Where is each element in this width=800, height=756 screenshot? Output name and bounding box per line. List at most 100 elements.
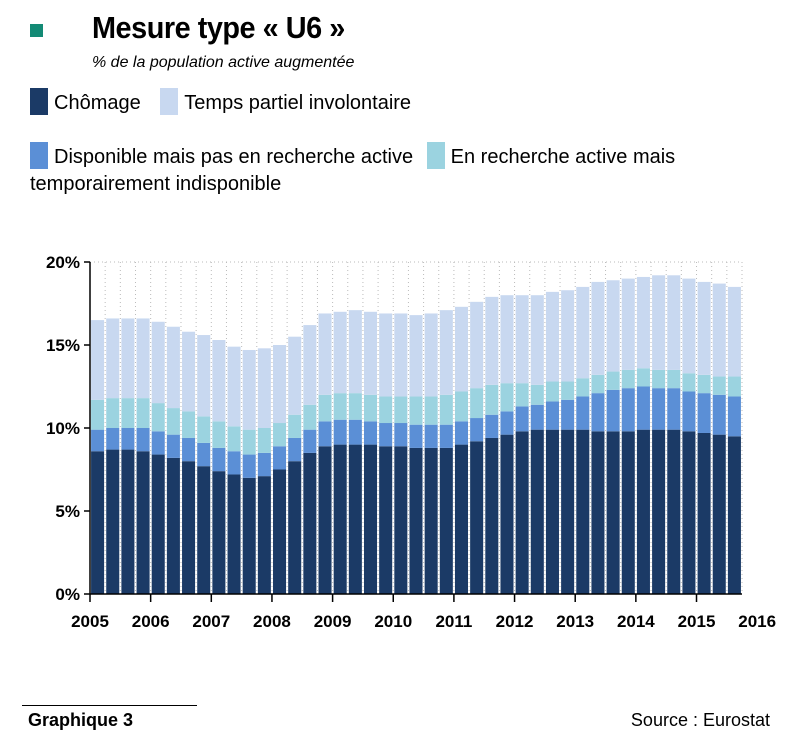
bar-s3-24 <box>454 306 469 392</box>
bar-s3-32 <box>576 286 590 379</box>
bar-s1-5 <box>166 434 180 458</box>
bar-s3-3 <box>136 318 150 399</box>
bar-s2-1 <box>106 398 120 428</box>
bar-s2-10 <box>242 429 256 455</box>
legend-row-1: Chômage Temps partiel involontaire <box>30 88 411 115</box>
bar-s1-4 <box>151 431 165 455</box>
bar-s0-23 <box>439 447 453 594</box>
bar-s3-6 <box>182 331 196 412</box>
bar-s3-33 <box>591 281 605 375</box>
bar-s1-8 <box>212 447 226 472</box>
bar-s2-25 <box>470 388 484 419</box>
chart-subtitle: % de la population active augmentée <box>92 54 355 71</box>
bar-s3-9 <box>227 346 241 427</box>
bar-s1-39 <box>682 391 696 432</box>
bar-s2-28 <box>515 383 529 407</box>
bar-s1-21 <box>409 424 423 448</box>
bar-s1-41 <box>712 394 726 435</box>
bar-s1-33 <box>591 393 605 432</box>
bar-s1-20 <box>394 423 408 447</box>
bar-s2-42 <box>727 376 741 397</box>
bar-s2-34 <box>606 371 620 390</box>
x-tick-label: 2014 <box>617 612 655 631</box>
bar-s0-34 <box>606 431 620 594</box>
bar-s1-25 <box>470 418 484 442</box>
legend-swatch-temps-partiel <box>160 88 179 115</box>
bar-s3-1 <box>106 318 120 399</box>
bar-s3-35 <box>621 278 635 370</box>
bar-s3-12 <box>273 345 287 424</box>
bar-s0-30 <box>545 429 559 594</box>
legend-label-disponible: Disponible mais pas en recherche active <box>54 146 414 168</box>
bar-s1-15 <box>318 421 332 447</box>
x-tick-label: 2007 <box>192 612 230 631</box>
bar-s1-42 <box>727 396 741 437</box>
bar-s0-22 <box>424 447 438 594</box>
bar-s3-31 <box>561 290 575 382</box>
bar-s3-17 <box>348 310 362 394</box>
bar-s2-9 <box>227 426 241 452</box>
y-tick-label: 5% <box>55 502 80 521</box>
bar-s2-23 <box>439 394 453 425</box>
bar-s2-14 <box>303 404 317 430</box>
bar-s0-4 <box>151 454 165 594</box>
bar-s0-32 <box>576 429 590 594</box>
x-tick-label: 2008 <box>253 612 291 631</box>
bar-s2-11 <box>257 428 271 453</box>
y-tick-label: 15% <box>46 336 80 355</box>
bar-s3-41 <box>712 283 726 377</box>
x-tick-label: 2012 <box>496 612 534 631</box>
bar-s3-40 <box>697 281 711 375</box>
bar-s1-10 <box>242 454 256 478</box>
bar-s1-6 <box>182 437 196 462</box>
legend-swatch-chomage <box>30 88 48 115</box>
x-tick-label: 2005 <box>71 612 109 631</box>
bar-s0-2 <box>121 449 135 594</box>
bar-s3-5 <box>166 326 180 409</box>
bar-s1-22 <box>424 424 438 448</box>
x-tick-label: 2009 <box>314 612 352 631</box>
bar-s3-42 <box>727 286 741 377</box>
bar-s3-22 <box>424 313 438 397</box>
bar-s1-14 <box>303 429 317 453</box>
bar-s3-18 <box>363 311 378 395</box>
bar-s2-40 <box>697 374 711 394</box>
y-tick-label: 20% <box>46 253 80 272</box>
bar-s2-33 <box>591 374 605 394</box>
bar-s3-20 <box>394 313 408 397</box>
x-tick-label: 2011 <box>435 612 472 631</box>
bar-s1-19 <box>379 423 393 447</box>
bar-s1-1 <box>106 428 120 450</box>
bar-s3-19 <box>379 313 393 397</box>
bar-s3-4 <box>151 321 165 404</box>
figure-label: Graphique 3 <box>28 710 134 730</box>
bar-s2-13 <box>288 414 302 438</box>
bar-s2-0 <box>91 399 105 430</box>
bar-s2-21 <box>409 396 423 425</box>
footer-divider <box>22 705 197 706</box>
bar-s0-40 <box>697 432 711 594</box>
bar-s1-2 <box>121 428 135 450</box>
bar-s0-5 <box>166 457 180 594</box>
source-note: Source : Eurostat <box>630 710 770 730</box>
bar-s1-13 <box>288 437 302 462</box>
bar-s0-31 <box>561 429 575 594</box>
legend-row-2: Disponible mais pas en recherche active … <box>30 142 780 198</box>
bar-s0-6 <box>182 461 196 594</box>
bar-s2-5 <box>166 408 180 435</box>
bar-s2-41 <box>712 376 726 395</box>
bar-s2-19 <box>379 396 393 424</box>
x-tick-label: 2010 <box>374 612 412 631</box>
legend-label-temps-partiel: Temps partiel involontaire <box>184 92 412 114</box>
bar-s3-16 <box>333 311 347 394</box>
bar-s1-3 <box>136 428 150 452</box>
bar-s1-17 <box>348 419 362 445</box>
bar-s3-37 <box>652 275 666 370</box>
bar-s1-23 <box>439 424 453 448</box>
bar-s1-24 <box>454 421 469 445</box>
bar-s2-17 <box>348 393 362 420</box>
legend-label-chomage: Chômage <box>54 92 141 114</box>
bar-s2-29 <box>530 384 544 405</box>
bar-s0-3 <box>136 451 150 594</box>
bar-s3-13 <box>288 336 302 415</box>
